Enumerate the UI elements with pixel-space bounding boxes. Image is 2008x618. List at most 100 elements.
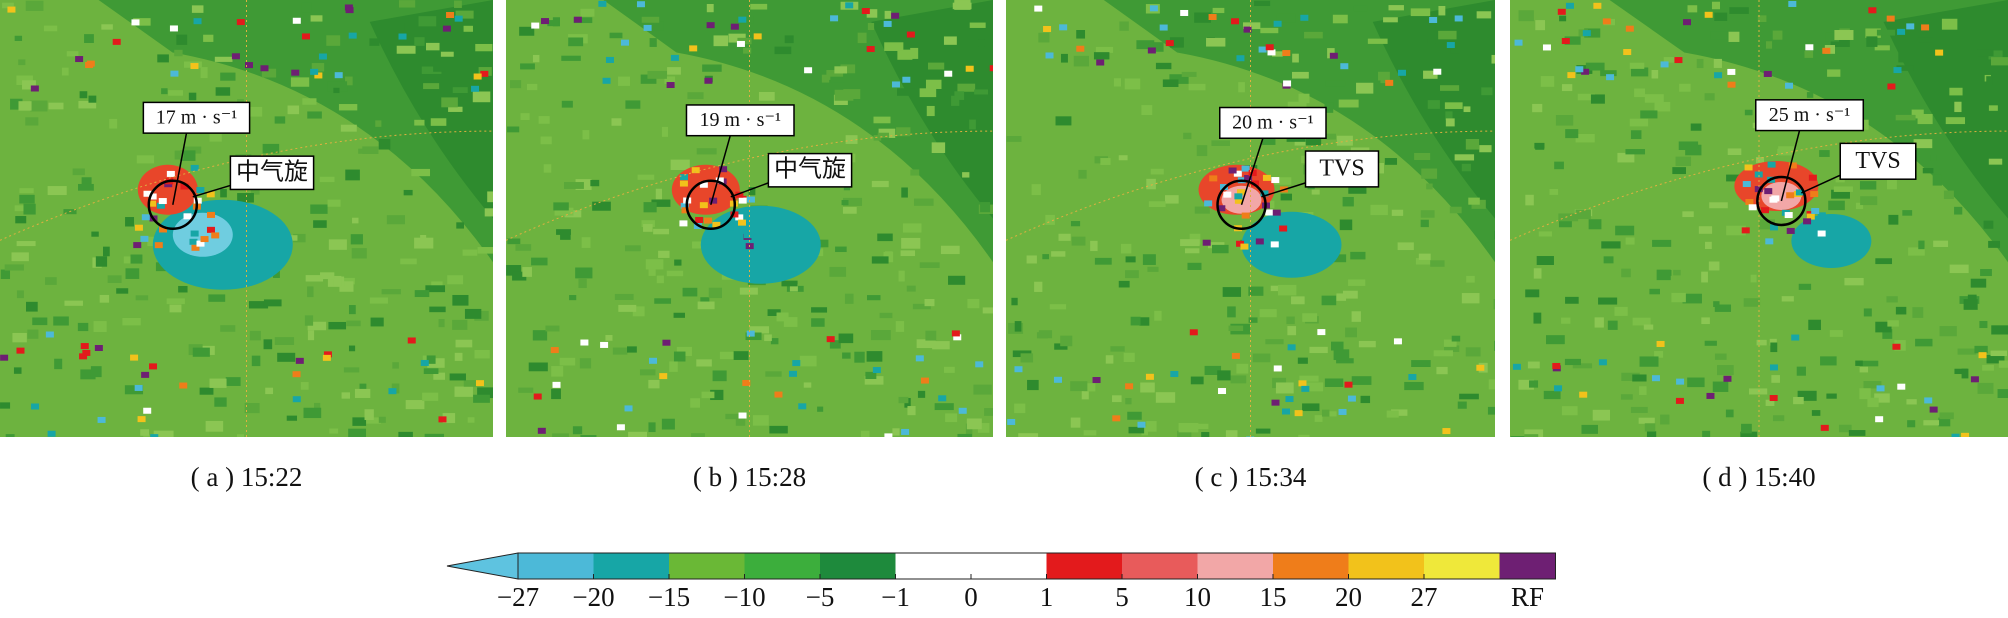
colorbar-tick-label: 20 [1335, 582, 1362, 612]
radar-speckle [1727, 81, 1736, 88]
radar-pixel [272, 270, 280, 278]
radar-pixel [728, 33, 746, 43]
radar-pixel [61, 67, 69, 76]
colorbar-segment [669, 553, 745, 579]
radar-pixel [1922, 168, 1934, 174]
radar-pixel [1304, 31, 1323, 39]
radar-pixel [66, 51, 79, 57]
radar-speckle [730, 23, 739, 30]
pointer [1780, 130, 1801, 202]
radar-pixel [1632, 317, 1651, 326]
radar-pixel [870, 330, 891, 341]
radar-pixel [1384, 158, 1398, 165]
radar-pixel [1621, 268, 1631, 278]
radar-pixel [510, 80, 522, 89]
radar-pixel [1532, 103, 1543, 113]
radar-speckle [170, 70, 179, 77]
radar-pixel [1882, 329, 1893, 339]
radar-speckle [1744, 164, 1753, 171]
radar-speckle [1606, 74, 1615, 81]
radar-pixel [1348, 187, 1367, 194]
radar-pixel [1267, 200, 1275, 209]
radar-pixel [220, 325, 236, 332]
radar-pixel [1148, 42, 1164, 52]
colorbar-segment [1046, 553, 1122, 579]
radar-pixel [95, 256, 108, 267]
radar-pixel [543, 164, 552, 173]
radar-pixel [1451, 335, 1461, 342]
radar-pixel [1654, 101, 1671, 112]
radar-speckle [1454, 15, 1463, 22]
radar-speckle [1300, 14, 1309, 21]
radar-pixel [339, 281, 354, 292]
radar-speckle [953, 334, 962, 341]
radar-pixel [1740, 431, 1758, 437]
radar-pixel [346, 320, 361, 327]
radar-speckle [746, 196, 755, 203]
radar-pixel [1673, 269, 1681, 276]
radar-pixel [183, 146, 202, 154]
radar-pixel [1725, 409, 1734, 418]
radar-speckle [1897, 383, 1906, 390]
radar-pixel [528, 362, 548, 372]
radar-pixel [10, 98, 23, 110]
radar-pixel [733, 351, 749, 360]
radar-pixel [948, 275, 966, 285]
radar-speckle [260, 65, 269, 72]
radar-pixel [1142, 254, 1156, 265]
radar-pixel [1902, 210, 1913, 216]
radar-pixel [333, 87, 340, 94]
radar-pixel [244, 403, 260, 414]
radar-pixel [962, 172, 970, 178]
radar-speckle [1674, 57, 1683, 64]
radar-pixel [1321, 409, 1330, 417]
radar-speckle [1014, 366, 1023, 373]
radar-pixel [1212, 244, 1229, 254]
radar-pixel [1933, 240, 1949, 247]
radar-speckle [295, 357, 304, 364]
radar-speckle [348, 32, 357, 39]
radar-speckle [1007, 418, 1016, 425]
radar-pixel [1488, 379, 1495, 390]
radar-pixel [328, 321, 347, 330]
radar-speckle [1429, 16, 1438, 23]
radar-pixel [455, 339, 473, 348]
radar-pixel [1358, 340, 1376, 348]
radar-pixel [690, 398, 701, 408]
radar-pixel [1518, 10, 1534, 22]
radar-pixel [966, 418, 982, 430]
radar-pixel [426, 355, 436, 364]
radar-pixel [1301, 155, 1308, 164]
radar-pixel [1584, 28, 1601, 38]
radar-pixel [53, 316, 69, 326]
radar-pixel [369, 297, 388, 304]
radar-pixel [1525, 194, 1534, 206]
radar-pixel [1479, 145, 1492, 153]
radar-pixel [1757, 15, 1767, 23]
radar-pixel [1291, 296, 1305, 305]
radar-pixel [1336, 358, 1354, 364]
radar-pixel [1640, 110, 1658, 119]
radar-pixel [1988, 158, 2003, 165]
radar-speckle [183, 213, 192, 220]
radar-pixel [398, 0, 416, 8]
radar-pixel [1865, 28, 1881, 38]
radar-pixel [1125, 398, 1132, 405]
radar-pixel [1148, 201, 1166, 207]
radar-pixel [945, 413, 958, 423]
radar-pixel [776, 312, 789, 322]
radar-pixel [1468, 197, 1480, 205]
radar-speckle [1822, 47, 1831, 54]
radar-speckle [1704, 11, 1713, 18]
radar-pixel [1913, 139, 1933, 149]
radar-speckle [1260, 190, 1269, 197]
radar-pixel [1704, 93, 1715, 101]
radar-pixel [569, 295, 577, 301]
radar-pixel [1415, 258, 1431, 265]
radar-pixel [783, 317, 798, 327]
radar-pixel [475, 43, 493, 52]
radar-pixel [842, 352, 851, 359]
radar-pixel [1726, 225, 1746, 236]
radar-speckle [1233, 170, 1242, 177]
radar-speckle [804, 67, 813, 74]
